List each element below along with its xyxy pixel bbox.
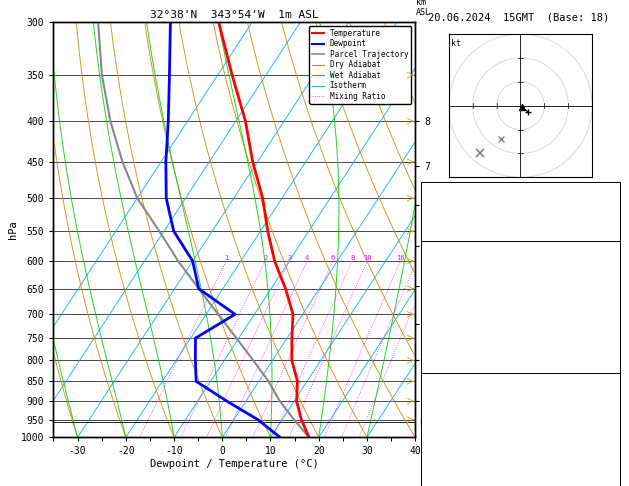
Legend: Temperature, Dewpoint, Parcel Trajectory, Dry Adiabat, Wet Adiabat, Isotherm, Mi: Temperature, Dewpoint, Parcel Trajectory…	[309, 26, 411, 104]
Text: 9: 9	[611, 321, 616, 330]
Text: Temp (°C): Temp (°C)	[425, 266, 470, 275]
Text: 1.85: 1.85	[596, 226, 616, 235]
Text: 19.6: 19.6	[596, 266, 616, 275]
Text: 1022: 1022	[596, 398, 616, 407]
Text: Surface: Surface	[503, 247, 538, 256]
Text: 6: 6	[331, 255, 335, 261]
Text: θₑ (K): θₑ (K)	[425, 417, 455, 425]
Text: Dewp (°C): Dewp (°C)	[425, 284, 470, 293]
Text: Lifted Index: Lifted Index	[425, 435, 484, 444]
Text: Most Unstable: Most Unstable	[488, 380, 553, 388]
Text: Lifted Index: Lifted Index	[425, 321, 484, 330]
Text: 16: 16	[396, 255, 404, 261]
X-axis label: Dewpoint / Temperature (°C): Dewpoint / Temperature (°C)	[150, 459, 319, 469]
Text: CAPE (J): CAPE (J)	[425, 453, 465, 462]
Text: 2: 2	[263, 255, 267, 261]
Text: θₑ(K): θₑ(K)	[425, 303, 450, 312]
Text: Totals Totals: Totals Totals	[425, 208, 489, 216]
Text: 16: 16	[606, 340, 616, 348]
Text: 0: 0	[611, 358, 616, 367]
Text: LCL: LCL	[419, 418, 434, 427]
Text: 20.06.2024  15GMT  (Base: 18): 20.06.2024 15GMT (Base: 18)	[428, 12, 610, 22]
Text: 319: 319	[601, 417, 616, 425]
Text: 3: 3	[287, 255, 291, 261]
Text: 27: 27	[606, 208, 616, 216]
Text: 4: 4	[305, 255, 309, 261]
Text: 1: 1	[224, 255, 228, 261]
Y-axis label: hPa: hPa	[8, 220, 18, 239]
Title: 32°38'N  343°54'W  1m ASL: 32°38'N 343°54'W 1m ASL	[150, 10, 319, 20]
Text: Pressure (mb): Pressure (mb)	[425, 398, 489, 407]
Text: -11: -11	[601, 189, 616, 198]
Text: PW (cm): PW (cm)	[425, 226, 460, 235]
Text: K: K	[425, 189, 430, 198]
Text: 8: 8	[350, 255, 354, 261]
Text: CIN (J): CIN (J)	[425, 472, 460, 481]
Text: km
ASL: km ASL	[416, 0, 431, 17]
Text: 14.5: 14.5	[596, 284, 616, 293]
Text: kt: kt	[451, 39, 461, 48]
Text: CIN (J): CIN (J)	[425, 358, 460, 367]
Text: © weatheronline.co.uk: © weatheronline.co.uk	[472, 471, 569, 480]
Text: 0: 0	[611, 472, 616, 481]
Text: 10: 10	[363, 255, 372, 261]
Text: 319: 319	[601, 303, 616, 312]
Text: Mixing Ratio (g/kg): Mixing Ratio (g/kg)	[443, 182, 452, 277]
Text: CAPE (J): CAPE (J)	[425, 340, 465, 348]
Text: 16: 16	[606, 453, 616, 462]
Text: 9: 9	[611, 435, 616, 444]
